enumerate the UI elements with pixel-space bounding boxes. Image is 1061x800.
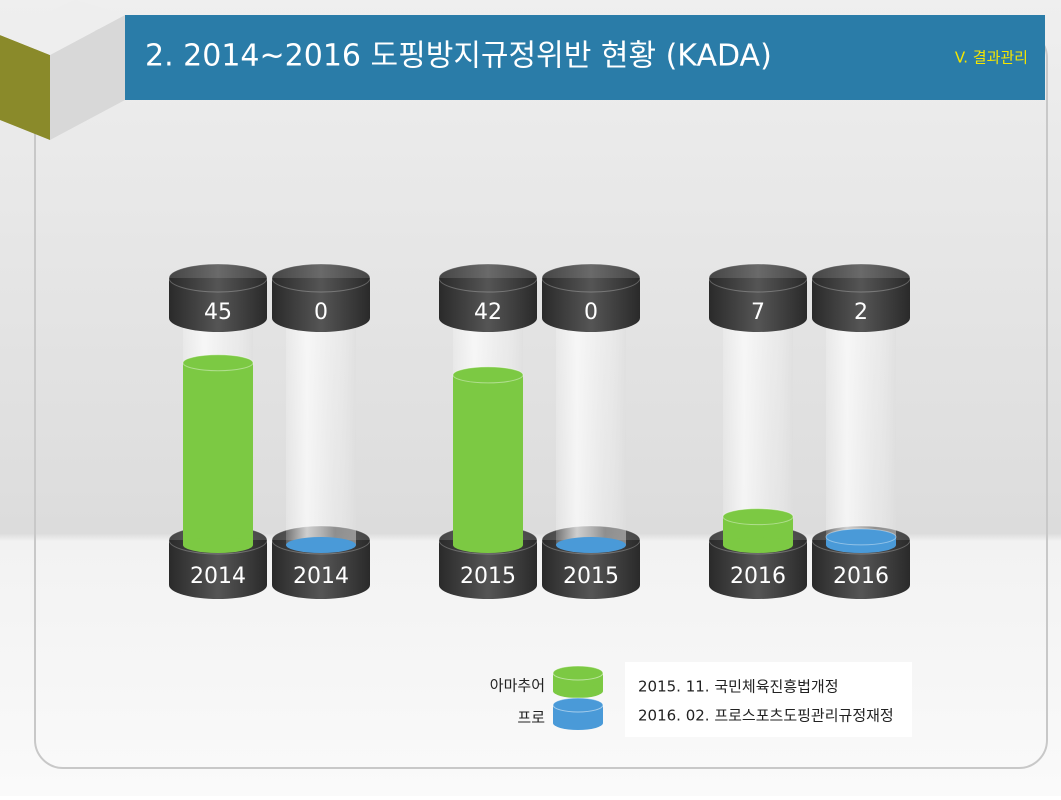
year-label: 2015 [563,564,619,589]
cap-top [812,264,910,292]
tube [286,320,356,545]
legend-swatch [553,684,603,698]
year-label: 2014 [293,564,349,589]
cap-top [169,264,267,292]
bar [183,363,253,545]
cap-top [439,264,537,292]
bar-top [453,367,523,383]
bar-top [826,529,896,545]
legend-swatch-top [553,666,603,680]
note: 2016. 02. 프로스포츠도핑관리규정재정 [638,707,894,725]
year-label: 2016 [833,564,889,589]
value-label: 42 [474,300,502,325]
legend-label: 프로 [517,709,545,727]
year-label: 2016 [730,564,786,589]
cap-top [709,264,807,292]
bar-bottom [453,537,523,553]
value-label: 45 [204,300,232,325]
tube [556,320,626,545]
bar-top [183,355,253,371]
year-label: 2014 [190,564,246,589]
tube [826,320,896,545]
bar [453,375,523,545]
value-label: 2 [854,300,868,325]
legend-swatch [553,716,603,730]
cap-top [272,264,370,292]
notes-box [625,662,912,737]
value-label: 0 [584,300,598,325]
bar-bottom [723,537,793,553]
bar-top [723,509,793,525]
value-label: 0 [314,300,328,325]
slide: 2. 2014~2016 도핑방지규정위반 현황 (KADA) V. 결과관리 … [0,0,1061,796]
legend-swatch-top [553,698,603,712]
section: V. 결과관리 [955,49,1028,67]
title: 2. 2014~2016 도핑방지규정위반 현황 (KADA) [145,39,772,74]
cap-top [542,264,640,292]
legend-label: 아마추어 [490,677,545,695]
note: 2015. 11. 국민체육진흥법개정 [638,678,839,696]
value-label: 7 [751,300,765,325]
year-label: 2015 [460,564,516,589]
bar-bottom [183,537,253,553]
